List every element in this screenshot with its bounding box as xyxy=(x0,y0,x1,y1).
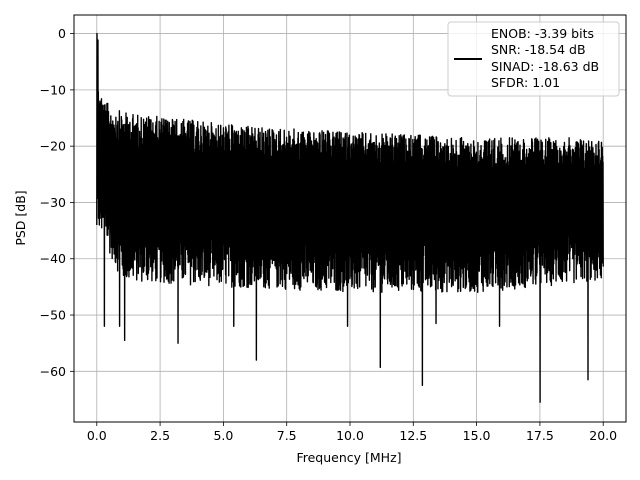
psd-series-line xyxy=(96,32,604,403)
legend-snr: SNR: -18.54 dB xyxy=(491,42,586,57)
y-tick-label: −30 xyxy=(40,195,66,210)
x-tick-label: 15.0 xyxy=(463,428,491,443)
legend-box xyxy=(447,21,620,97)
x-tick-label: 17.5 xyxy=(526,428,554,443)
x-tick-label: 2.5 xyxy=(150,428,170,443)
y-tick-label: 0 xyxy=(58,26,66,41)
series-layer xyxy=(96,32,604,403)
x-axis-ticks: 0.0 2.5 5.0 7.5 10.0 12.5 15.0 17.5 20.0 xyxy=(87,422,617,443)
x-tick-label: 10.0 xyxy=(336,428,364,443)
y-tick-label: −60 xyxy=(40,364,66,379)
legend: ENOB: -3.39 bits SNR: -18.54 dB SINAD: -… xyxy=(447,21,620,97)
x-tick-label: 0.0 xyxy=(87,428,107,443)
x-tick-label: 20.0 xyxy=(589,428,617,443)
y-tick-label: −40 xyxy=(40,251,66,266)
x-tick-label: 12.5 xyxy=(399,428,427,443)
y-axis-label: PSD [dB] xyxy=(13,190,28,245)
x-tick-label: 5.0 xyxy=(213,428,233,443)
y-tick-label: −10 xyxy=(40,82,66,97)
y-tick-label: −20 xyxy=(40,139,66,154)
legend-sfdr: SFDR: 1.01 xyxy=(491,75,560,90)
x-axis-label: Frequency [MHz] xyxy=(296,450,401,465)
legend-sinad: SINAD: -18.63 dB xyxy=(491,59,599,74)
x-tick-label: 7.5 xyxy=(277,428,297,443)
y-tick-label: −50 xyxy=(40,308,66,323)
y-axis-ticks: 0 −10 −20 −30 −40 −50 −60 xyxy=(40,26,74,379)
legend-enob: ENOB: -3.39 bits xyxy=(491,26,594,41)
